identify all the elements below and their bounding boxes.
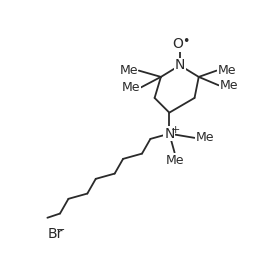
Text: Me: Me — [218, 64, 236, 77]
Text: Me: Me — [121, 81, 140, 94]
Text: Me: Me — [165, 154, 184, 167]
Text: O: O — [172, 37, 183, 51]
Text: N: N — [175, 58, 185, 72]
Text: Me: Me — [220, 79, 238, 92]
Text: Me: Me — [119, 64, 138, 77]
Text: N: N — [164, 127, 175, 141]
Text: −: − — [56, 225, 65, 235]
Text: +: + — [170, 125, 180, 135]
Text: •: • — [182, 35, 190, 48]
Text: Me: Me — [196, 131, 214, 144]
Text: Br: Br — [47, 227, 63, 241]
